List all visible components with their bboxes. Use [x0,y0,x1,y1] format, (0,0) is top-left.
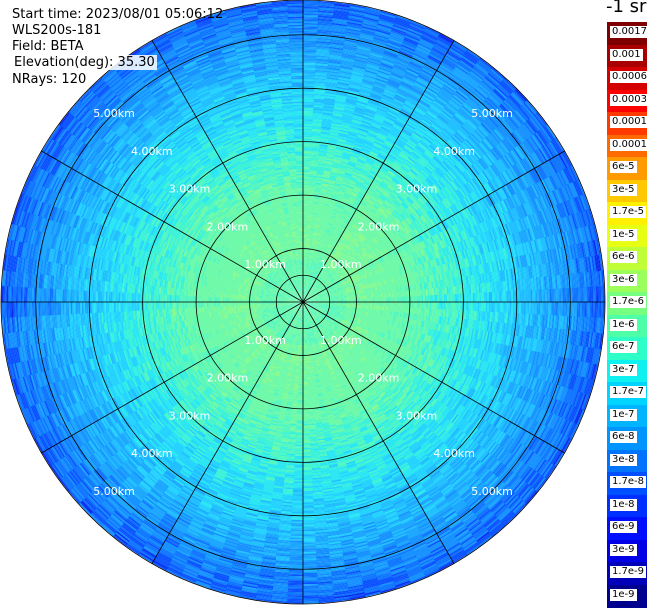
gate-cell [303,231,307,233]
gate-cell [303,204,308,206]
gate-cell [303,236,307,238]
gate-cell [304,273,306,275]
gate-cell [303,202,308,204]
gate-cell [303,180,310,182]
gate-cell [305,265,307,267]
gate-cell [303,196,309,198]
gate-cell [304,278,305,280]
gate-cell [305,259,307,261]
gate-cell [303,185,309,187]
gate-cell [305,271,307,273]
gate-cell [305,267,307,269]
gate-cell [303,198,309,200]
gate-cell [303,251,306,253]
gate-cell [303,233,307,235]
gate-cell [303,220,308,222]
gate-cell [303,193,309,195]
gate-cell [303,183,310,185]
gate-cell [303,190,309,192]
gate-cell [303,162,311,164]
gate-cell [303,174,310,176]
gate-cell [303,219,308,221]
gate-cell [303,239,306,241]
gate-cell [303,209,308,211]
gate-cell [303,238,307,240]
gate-cell [303,235,307,237]
gate-cell [303,191,309,193]
gate-cell [303,210,308,212]
gate-cell [303,244,306,246]
gate-cell [303,159,311,161]
gate-cell [303,227,307,229]
gate-cell [303,175,310,177]
gate-cell [303,178,310,180]
gate-cell [303,206,308,208]
gate-cell [303,228,307,230]
gate-cell [303,217,308,219]
gate-cell [303,167,310,169]
gate-cell [303,177,310,179]
gate-cell [303,214,308,216]
gate-cell [303,212,308,214]
gate-cell [303,172,310,174]
gate-cell [303,246,306,248]
gate-cell [305,255,308,257]
gate-cell [303,241,306,243]
gate-cell [303,249,306,251]
gate-cell [303,170,310,172]
gate-cell [305,257,308,259]
gate-cell [303,223,307,225]
gate-cell [303,182,310,184]
gate-cell [303,252,306,254]
gate-cell [303,164,311,166]
gate-cell [303,225,307,227]
gate-cell [303,222,307,224]
gate-cell [305,263,307,265]
gate-cell [304,276,306,278]
gate-cell [303,230,307,232]
gate-cell [305,268,307,270]
gate-cell [303,169,310,171]
gate-cell [305,262,307,264]
gate-cell [305,260,307,262]
gate-cell [303,186,309,188]
gate-cell [303,215,308,217]
gate-cell [305,270,307,272]
gate-cell [303,243,306,245]
gate-cell [303,188,309,190]
gate-cell [303,201,309,203]
gate-cell [303,207,308,209]
gate-cell [303,199,309,201]
